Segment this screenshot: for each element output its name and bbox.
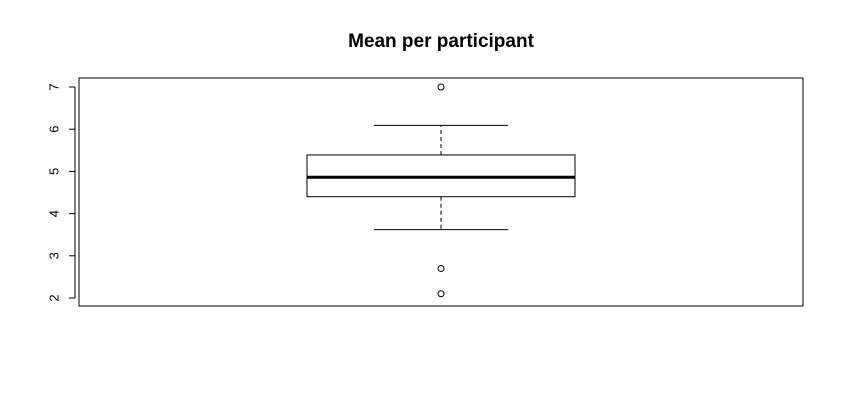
y-tick-label: 2 xyxy=(46,294,61,301)
y-axis: 2 3 4 5 6 7 xyxy=(46,83,76,302)
outlier-point xyxy=(437,290,445,298)
y-tick-label: 3 xyxy=(46,252,61,259)
y-tick-label: 7 xyxy=(46,83,61,90)
boxplot xyxy=(306,83,576,298)
outlier-point xyxy=(437,264,445,272)
chart-title: Mean per participant xyxy=(348,31,534,52)
y-tick-label: 4 xyxy=(46,210,61,217)
plot-frame xyxy=(78,77,804,307)
y-tick-label: 5 xyxy=(46,168,61,175)
y-tick-label: 6 xyxy=(46,126,61,133)
outlier-point xyxy=(437,83,445,91)
